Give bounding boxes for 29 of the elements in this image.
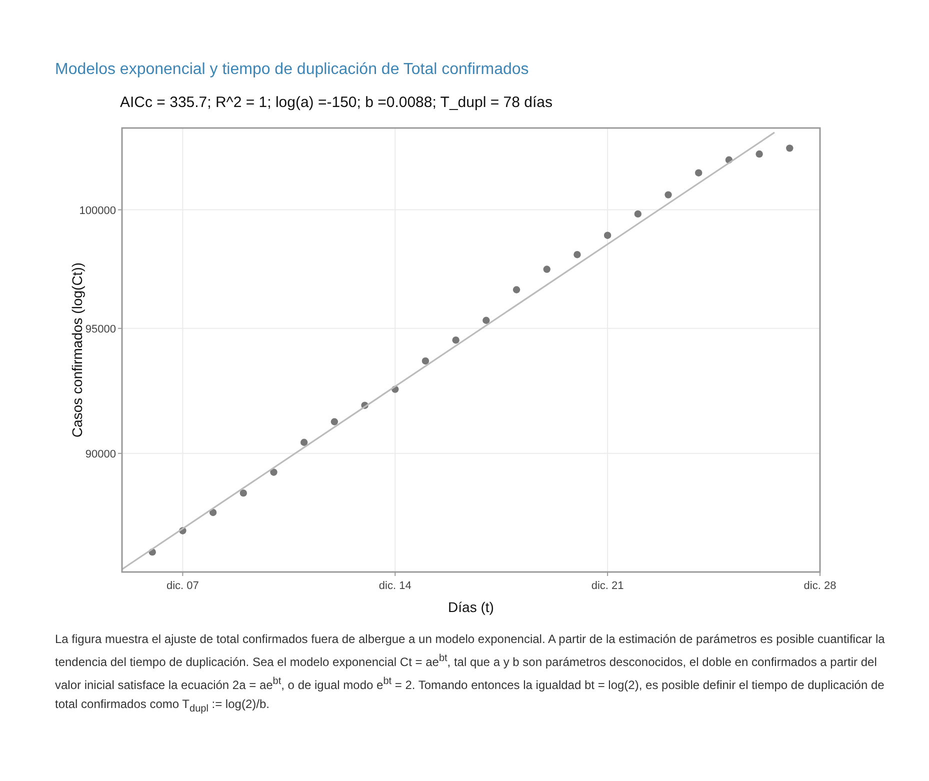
point bbox=[574, 251, 581, 258]
point bbox=[512, 286, 520, 294]
point bbox=[756, 150, 763, 158]
point bbox=[240, 489, 247, 497]
x-tick-label: dic. 14 bbox=[378, 580, 412, 592]
x-tick-label: dic. 21 bbox=[591, 580, 624, 592]
point bbox=[422, 357, 430, 365]
y-axis-title: Casos confirmados (log(Ct)) bbox=[69, 262, 85, 438]
chart-title: Modelos exponencial y tiempo de duplicación de Total confirmados bbox=[55, 61, 529, 78]
point bbox=[604, 232, 612, 239]
y-tick-label: 100000 bbox=[79, 204, 116, 217]
y-tick-label: 95000 bbox=[85, 323, 116, 336]
text: La figura muestra el ajuste de total confirmados fuera de albergue a un modelo exponencial. A partir de la estimación de parámetros es posible cuantificar la tendencia del tiempo de duplicación. Sea el modelo exponencial Ct = ae$^{bt}$, tal que a y b son parámetros desconocidos, el doble en confirmados a partir del valor inicial satisface la ecuación 2a = ae$^{bt}$, o de igual modo e$^{bt}$ = 2. Tomando entonces la igualdad bt = log(2), es posible definir el tiempo de duplicación de total confirmados como T$_{dupl}$ := log(2)/b. bbox=[55, 632, 885, 714]
x-tick-label: dic. 07 bbox=[166, 580, 199, 592]
point bbox=[270, 468, 278, 476]
point bbox=[634, 210, 642, 218]
point bbox=[300, 438, 308, 446]
point bbox=[543, 266, 550, 273]
y-tick-label: 90000 bbox=[85, 448, 116, 460]
point bbox=[452, 336, 460, 344]
x-tick-label: dic. 28 bbox=[804, 580, 836, 592]
point bbox=[209, 508, 217, 516]
point bbox=[695, 169, 702, 176]
chart-subtitle: AICc = 335.7; R^2 = 1; log(a) =-150; b =0.0088; T_dupl = 78 días bbox=[120, 94, 552, 111]
point bbox=[482, 316, 490, 324]
x-axis-title: Días (t) bbox=[448, 599, 494, 615]
point bbox=[786, 144, 794, 152]
point bbox=[330, 418, 338, 426]
point bbox=[664, 191, 672, 198]
